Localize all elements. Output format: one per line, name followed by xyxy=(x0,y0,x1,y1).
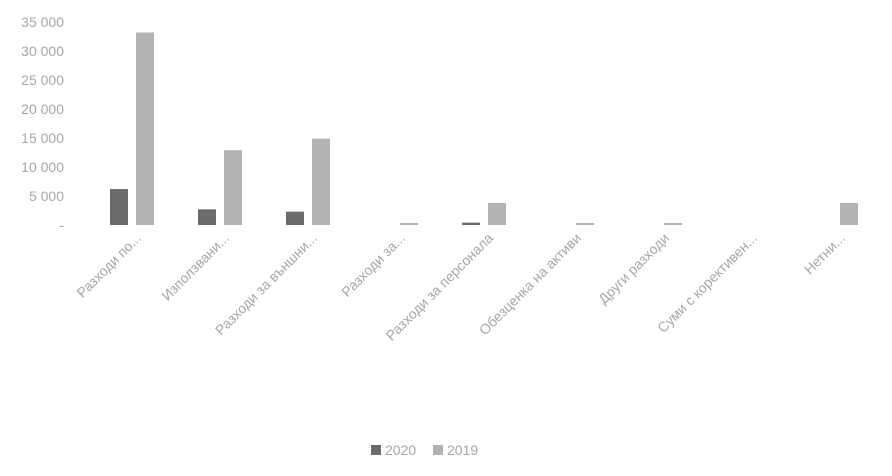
x-tick-label: Суми с корективен... xyxy=(654,230,760,336)
legend-swatch-2020 xyxy=(371,445,381,455)
y-tick-label: - xyxy=(59,217,64,233)
x-tick-label: Други разходи xyxy=(595,230,672,307)
bars xyxy=(110,32,858,225)
x-tick-label: Разходи за външни... xyxy=(212,230,320,338)
y-tick-label: 10 000 xyxy=(21,159,64,175)
bar-2019 xyxy=(488,202,506,225)
bar-2019 xyxy=(312,138,330,225)
x-tick-label: Обезценка на активи xyxy=(476,230,584,338)
bar-2019 xyxy=(576,223,594,225)
bar-2020 xyxy=(286,211,304,225)
legend-swatch-2019 xyxy=(433,445,443,455)
y-tick-label: 15 000 xyxy=(21,130,64,146)
x-tick-label: Нетни... xyxy=(801,230,848,277)
y-tick-label: 25 000 xyxy=(21,72,64,88)
y-axis: 35 000 30 000 25 000 20 000 15 000 10 000 5 00… xyxy=(21,14,64,233)
bar-2020 xyxy=(110,189,128,225)
x-tick-label: Разходи за... xyxy=(338,230,408,300)
y-tick-label: 5 000 xyxy=(29,188,64,204)
x-tick-label: Използвани... xyxy=(158,230,232,304)
x-axis: Разходи по... Използвани...Разходи за вън… xyxy=(73,230,848,344)
legend: 2020 2019 xyxy=(371,442,478,458)
bar-2020 xyxy=(462,222,480,225)
bar-2019 xyxy=(400,223,418,225)
y-tick-label: 30 000 xyxy=(21,43,64,59)
bar-2019 xyxy=(136,32,154,225)
legend-label-2019: 2019 xyxy=(447,442,478,458)
y-tick-label: 35 000 xyxy=(21,14,64,30)
bar-2019 xyxy=(224,150,242,225)
x-tick-label: Разходи по... xyxy=(73,230,144,301)
bar-2019 xyxy=(664,223,682,225)
bar-2020 xyxy=(198,209,216,225)
legend-label-2020: 2020 xyxy=(385,442,416,458)
bar-2019 xyxy=(840,202,858,225)
y-tick-label: 20 000 xyxy=(21,101,64,117)
